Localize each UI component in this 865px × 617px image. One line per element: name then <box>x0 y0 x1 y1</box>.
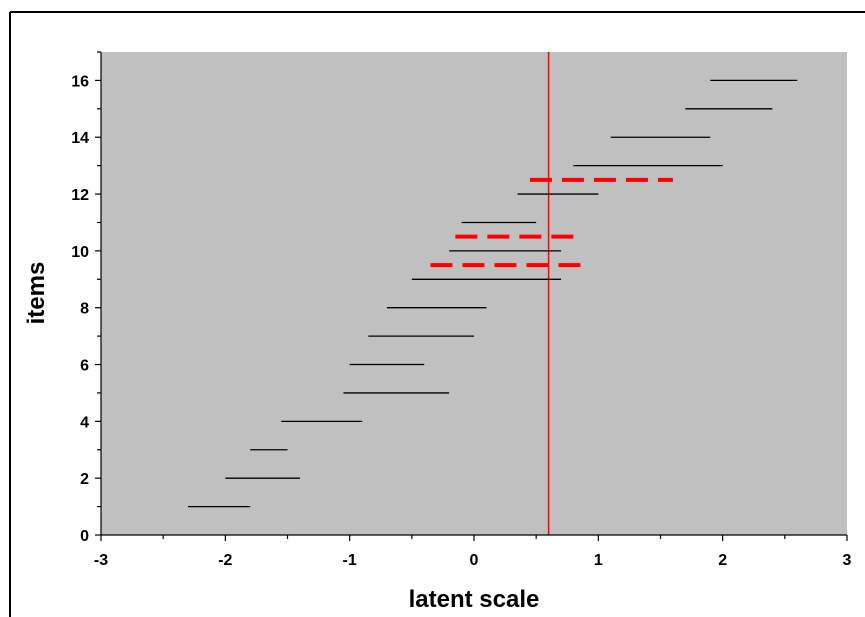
y-tick-label: 4 <box>80 414 89 431</box>
x-tick-label: -1 <box>343 552 357 569</box>
y-tick-label: 12 <box>71 187 89 204</box>
y-tick-label: 14 <box>71 130 89 147</box>
y-tick-label: 2 <box>80 471 89 488</box>
x-tick-label: 1 <box>594 552 603 569</box>
x-tick-label: -3 <box>94 552 108 569</box>
x-tick-label: 2 <box>718 552 727 569</box>
x-tick-label: -2 <box>218 552 232 569</box>
y-tick-label: 16 <box>71 73 89 90</box>
y-tick-label: 0 <box>80 528 89 545</box>
axes-layer <box>95 51 848 541</box>
x-axis-title: latent scale <box>409 586 540 613</box>
x-tick-label: 3 <box>843 552 852 569</box>
y-axis-title: items <box>23 262 50 325</box>
y-tick-label: 8 <box>80 301 89 318</box>
plot-area <box>101 52 847 535</box>
y-tick-label: 10 <box>71 244 89 261</box>
series-layer <box>188 79 798 508</box>
x-tick-label: 0 <box>470 552 479 569</box>
y-tick-label: 6 <box>80 358 89 375</box>
